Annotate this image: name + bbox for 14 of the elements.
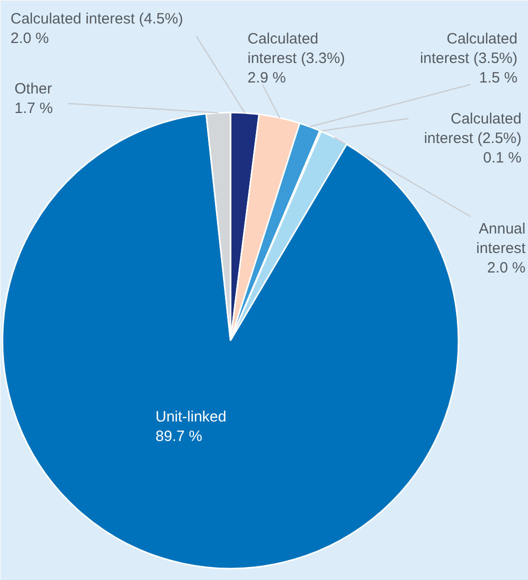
data-label: 89.7 % [156,428,202,446]
slice-label: Calculated interest (2.5%) [424,110,522,148]
slice-label: Unit-linked [156,408,226,426]
slice-label: Calculated interest (3.3%) [248,30,346,68]
data-label: 1.7 % [14,100,53,118]
slice-label: Calculated interest (4.5%) [10,10,184,28]
slice-label: Annual interest [476,220,526,258]
slice-label: Other [14,80,52,98]
slice-label: Calculated interest (3.5%) [420,30,518,68]
data-label: 0.1 % [483,150,522,167]
data-label: 2.0 % [10,30,49,48]
data-label: 1.5 % [479,70,518,87]
data-label: 2.9 % [248,70,286,87]
data-label: 2.0 % [487,260,526,277]
